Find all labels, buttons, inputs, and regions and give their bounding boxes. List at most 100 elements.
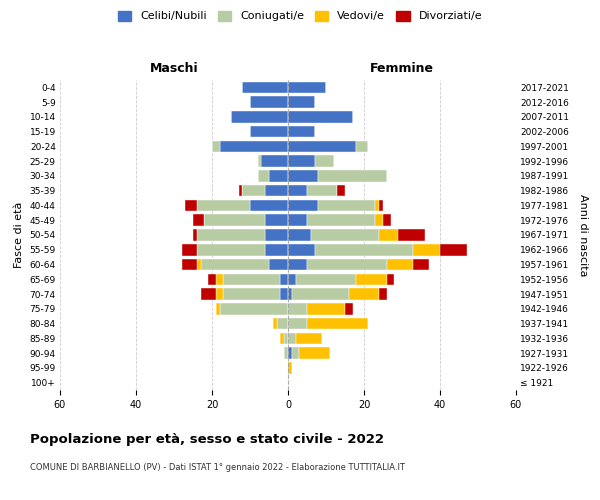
Bar [288, 318, 307, 330]
Bar [257, 156, 262, 167]
Bar [288, 332, 296, 344]
Bar [277, 318, 288, 330]
Bar [376, 214, 383, 226]
Bar [292, 288, 349, 300]
Bar [265, 185, 288, 196]
Bar [265, 244, 288, 256]
Bar [273, 318, 277, 330]
Bar [379, 200, 383, 211]
Bar [314, 244, 413, 256]
Bar [250, 126, 288, 138]
Bar [262, 156, 288, 167]
Bar [265, 214, 288, 226]
Bar [284, 348, 288, 359]
Bar [231, 111, 288, 122]
Bar [242, 185, 265, 196]
Bar [319, 170, 387, 181]
Bar [288, 200, 319, 211]
Bar [280, 274, 288, 285]
Bar [337, 185, 345, 196]
Bar [205, 214, 265, 226]
Bar [398, 229, 425, 241]
Text: Maschi: Maschi [149, 62, 199, 75]
Bar [257, 170, 269, 181]
Bar [182, 244, 197, 256]
Bar [220, 303, 288, 314]
Bar [239, 185, 242, 196]
Bar [307, 259, 387, 270]
Bar [216, 288, 223, 300]
Bar [376, 200, 379, 211]
Text: Popolazione per età, sesso e stato civile - 2022: Popolazione per età, sesso e stato civil… [30, 432, 384, 446]
Bar [250, 96, 288, 108]
Bar [288, 362, 292, 374]
Bar [288, 111, 353, 122]
Bar [223, 288, 280, 300]
Bar [216, 303, 220, 314]
Bar [288, 348, 292, 359]
Bar [288, 156, 314, 167]
Bar [288, 229, 311, 241]
Bar [379, 288, 387, 300]
Bar [269, 259, 288, 270]
Bar [311, 229, 379, 241]
Bar [288, 288, 292, 300]
Bar [307, 214, 376, 226]
Bar [182, 259, 197, 270]
Y-axis label: Fasce di età: Fasce di età [14, 202, 24, 268]
Bar [284, 332, 288, 344]
Bar [345, 303, 353, 314]
Bar [216, 274, 223, 285]
Bar [292, 348, 299, 359]
Legend: Celibi/Nubili, Coniugati/e, Vedovi/e, Divorziati/e: Celibi/Nubili, Coniugati/e, Vedovi/e, Di… [118, 10, 482, 22]
Bar [319, 200, 376, 211]
Bar [356, 140, 368, 152]
Bar [250, 200, 288, 211]
Bar [197, 200, 250, 211]
Bar [288, 274, 296, 285]
Bar [299, 348, 330, 359]
Bar [197, 259, 200, 270]
Bar [265, 229, 288, 241]
Bar [269, 170, 288, 181]
Bar [413, 244, 440, 256]
Bar [197, 244, 265, 256]
Bar [387, 259, 413, 270]
Text: Femmine: Femmine [370, 62, 434, 75]
Bar [296, 332, 322, 344]
Text: COMUNE DI BARBIANELLO (PV) - Dati ISTAT 1° gennaio 2022 - Elaborazione TUTTITALI: COMUNE DI BARBIANELLO (PV) - Dati ISTAT … [30, 462, 405, 471]
Bar [296, 274, 356, 285]
Bar [379, 229, 398, 241]
Bar [223, 274, 280, 285]
Bar [440, 244, 467, 256]
Bar [288, 126, 314, 138]
Bar [288, 185, 307, 196]
Bar [288, 244, 314, 256]
Bar [280, 332, 284, 344]
Bar [193, 229, 197, 241]
Bar [288, 259, 307, 270]
Bar [212, 140, 220, 152]
Bar [185, 200, 197, 211]
Bar [356, 274, 387, 285]
Bar [288, 82, 326, 93]
Bar [197, 229, 265, 241]
Bar [220, 140, 288, 152]
Bar [242, 82, 288, 93]
Bar [193, 214, 205, 226]
Bar [288, 140, 356, 152]
Bar [387, 274, 394, 285]
Y-axis label: Anni di nascita: Anni di nascita [578, 194, 588, 276]
Bar [200, 259, 269, 270]
Bar [307, 185, 337, 196]
Bar [200, 288, 216, 300]
Bar [307, 318, 368, 330]
Bar [288, 303, 307, 314]
Bar [288, 214, 307, 226]
Bar [413, 259, 428, 270]
Bar [280, 288, 288, 300]
Bar [208, 274, 216, 285]
Bar [307, 303, 345, 314]
Bar [288, 96, 314, 108]
Bar [314, 156, 334, 167]
